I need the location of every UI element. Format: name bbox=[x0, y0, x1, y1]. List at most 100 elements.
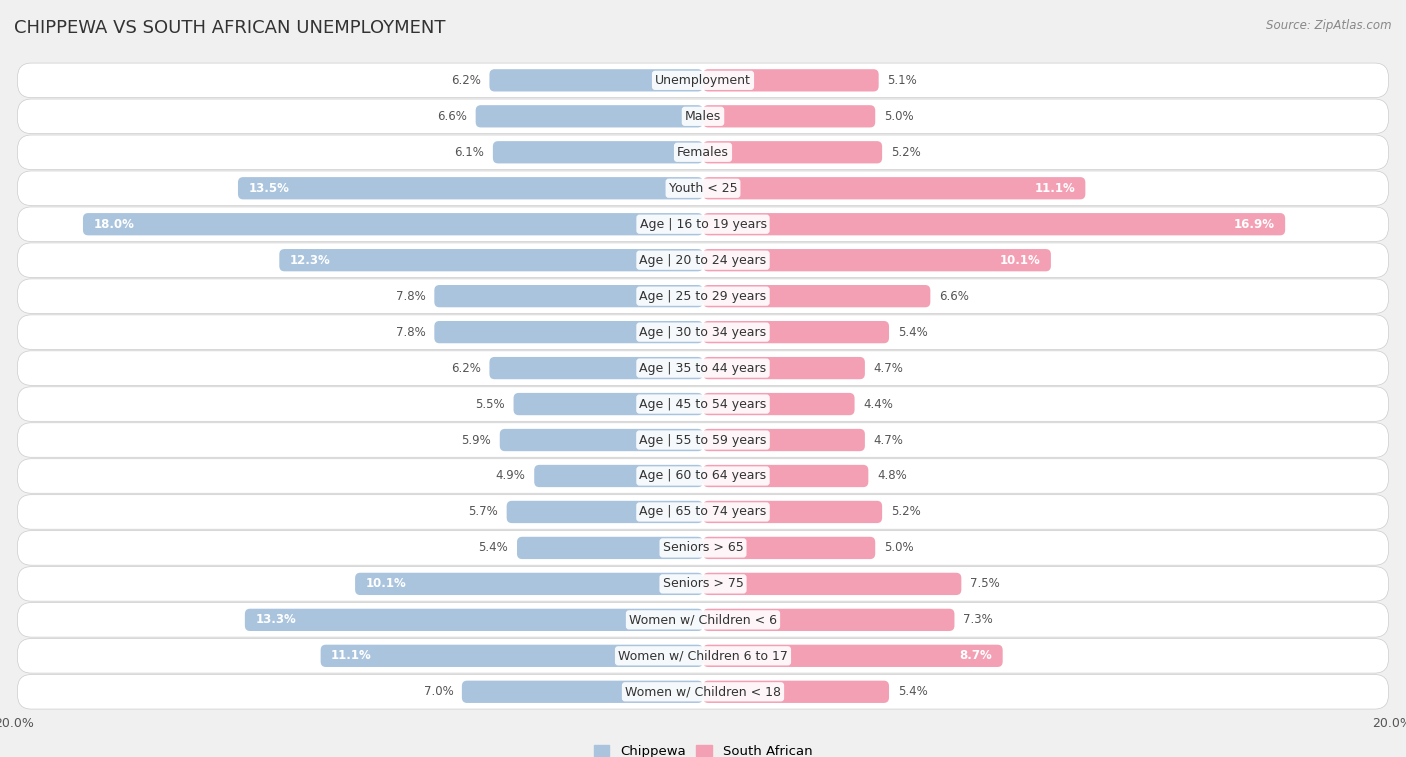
FancyBboxPatch shape bbox=[703, 141, 882, 164]
Text: 4.4%: 4.4% bbox=[863, 397, 893, 410]
FancyBboxPatch shape bbox=[17, 494, 1389, 529]
Text: 6.1%: 6.1% bbox=[454, 146, 484, 159]
Text: 4.9%: 4.9% bbox=[496, 469, 526, 482]
Text: 5.0%: 5.0% bbox=[884, 541, 914, 554]
FancyBboxPatch shape bbox=[280, 249, 703, 271]
FancyBboxPatch shape bbox=[703, 213, 1285, 235]
Text: Seniors > 65: Seniors > 65 bbox=[662, 541, 744, 554]
FancyBboxPatch shape bbox=[17, 279, 1389, 313]
FancyBboxPatch shape bbox=[17, 387, 1389, 422]
FancyBboxPatch shape bbox=[434, 321, 703, 343]
Text: Age | 30 to 34 years: Age | 30 to 34 years bbox=[640, 326, 766, 338]
FancyBboxPatch shape bbox=[489, 69, 703, 92]
FancyBboxPatch shape bbox=[506, 501, 703, 523]
FancyBboxPatch shape bbox=[17, 459, 1389, 494]
Text: CHIPPEWA VS SOUTH AFRICAN UNEMPLOYMENT: CHIPPEWA VS SOUTH AFRICAN UNEMPLOYMENT bbox=[14, 19, 446, 37]
Text: 5.4%: 5.4% bbox=[478, 541, 509, 554]
Text: 7.3%: 7.3% bbox=[963, 613, 993, 626]
Text: Source: ZipAtlas.com: Source: ZipAtlas.com bbox=[1267, 19, 1392, 32]
FancyBboxPatch shape bbox=[703, 681, 889, 703]
FancyBboxPatch shape bbox=[534, 465, 703, 488]
Text: Age | 45 to 54 years: Age | 45 to 54 years bbox=[640, 397, 766, 410]
Text: 7.5%: 7.5% bbox=[970, 578, 1000, 590]
FancyBboxPatch shape bbox=[703, 537, 875, 559]
FancyBboxPatch shape bbox=[238, 177, 703, 199]
FancyBboxPatch shape bbox=[513, 393, 703, 415]
Text: Females: Females bbox=[678, 146, 728, 159]
Text: 18.0%: 18.0% bbox=[93, 218, 134, 231]
FancyBboxPatch shape bbox=[17, 603, 1389, 637]
Text: 7.8%: 7.8% bbox=[396, 290, 426, 303]
Text: 12.3%: 12.3% bbox=[290, 254, 330, 266]
Text: Youth < 25: Youth < 25 bbox=[669, 182, 737, 195]
FancyBboxPatch shape bbox=[461, 681, 703, 703]
Text: 11.1%: 11.1% bbox=[1035, 182, 1076, 195]
FancyBboxPatch shape bbox=[703, 429, 865, 451]
FancyBboxPatch shape bbox=[356, 573, 703, 595]
FancyBboxPatch shape bbox=[703, 321, 889, 343]
Text: 6.2%: 6.2% bbox=[451, 74, 481, 87]
Text: Males: Males bbox=[685, 110, 721, 123]
Text: Age | 16 to 19 years: Age | 16 to 19 years bbox=[640, 218, 766, 231]
FancyBboxPatch shape bbox=[703, 69, 879, 92]
FancyBboxPatch shape bbox=[703, 285, 931, 307]
FancyBboxPatch shape bbox=[245, 609, 703, 631]
FancyBboxPatch shape bbox=[703, 177, 1085, 199]
FancyBboxPatch shape bbox=[17, 135, 1389, 170]
Text: 4.7%: 4.7% bbox=[873, 362, 904, 375]
FancyBboxPatch shape bbox=[17, 63, 1389, 98]
FancyBboxPatch shape bbox=[17, 422, 1389, 457]
Text: Age | 20 to 24 years: Age | 20 to 24 years bbox=[640, 254, 766, 266]
Text: Women w/ Children 6 to 17: Women w/ Children 6 to 17 bbox=[619, 650, 787, 662]
Text: 8.7%: 8.7% bbox=[960, 650, 993, 662]
Text: 6.6%: 6.6% bbox=[939, 290, 969, 303]
Text: Women w/ Children < 18: Women w/ Children < 18 bbox=[626, 685, 780, 698]
Text: Seniors > 75: Seniors > 75 bbox=[662, 578, 744, 590]
FancyBboxPatch shape bbox=[499, 429, 703, 451]
FancyBboxPatch shape bbox=[83, 213, 703, 235]
FancyBboxPatch shape bbox=[17, 639, 1389, 673]
FancyBboxPatch shape bbox=[17, 674, 1389, 709]
Text: 5.0%: 5.0% bbox=[884, 110, 914, 123]
Text: 13.5%: 13.5% bbox=[249, 182, 290, 195]
Text: Age | 35 to 44 years: Age | 35 to 44 years bbox=[640, 362, 766, 375]
FancyBboxPatch shape bbox=[494, 141, 703, 164]
Text: 6.6%: 6.6% bbox=[437, 110, 467, 123]
Legend: Chippewa, South African: Chippewa, South African bbox=[588, 740, 818, 757]
Text: Age | 55 to 59 years: Age | 55 to 59 years bbox=[640, 434, 766, 447]
Text: 16.9%: 16.9% bbox=[1234, 218, 1275, 231]
Text: Age | 60 to 64 years: Age | 60 to 64 years bbox=[640, 469, 766, 482]
FancyBboxPatch shape bbox=[703, 357, 865, 379]
FancyBboxPatch shape bbox=[434, 285, 703, 307]
Text: Age | 65 to 74 years: Age | 65 to 74 years bbox=[640, 506, 766, 519]
Text: 10.1%: 10.1% bbox=[366, 578, 406, 590]
Text: 5.4%: 5.4% bbox=[897, 326, 928, 338]
FancyBboxPatch shape bbox=[703, 249, 1050, 271]
Text: 7.0%: 7.0% bbox=[423, 685, 453, 698]
FancyBboxPatch shape bbox=[703, 645, 1002, 667]
Text: 5.2%: 5.2% bbox=[891, 146, 921, 159]
Text: 5.9%: 5.9% bbox=[461, 434, 491, 447]
Text: 4.8%: 4.8% bbox=[877, 469, 907, 482]
Text: Unemployment: Unemployment bbox=[655, 74, 751, 87]
Text: 10.1%: 10.1% bbox=[1000, 254, 1040, 266]
Text: 5.5%: 5.5% bbox=[475, 397, 505, 410]
Text: 7.8%: 7.8% bbox=[396, 326, 426, 338]
FancyBboxPatch shape bbox=[17, 207, 1389, 241]
FancyBboxPatch shape bbox=[17, 315, 1389, 350]
FancyBboxPatch shape bbox=[17, 171, 1389, 205]
FancyBboxPatch shape bbox=[321, 645, 703, 667]
Text: Women w/ Children < 6: Women w/ Children < 6 bbox=[628, 613, 778, 626]
Text: 6.2%: 6.2% bbox=[451, 362, 481, 375]
FancyBboxPatch shape bbox=[517, 537, 703, 559]
FancyBboxPatch shape bbox=[489, 357, 703, 379]
FancyBboxPatch shape bbox=[17, 350, 1389, 385]
Text: Age | 25 to 29 years: Age | 25 to 29 years bbox=[640, 290, 766, 303]
FancyBboxPatch shape bbox=[17, 531, 1389, 565]
FancyBboxPatch shape bbox=[703, 465, 869, 488]
FancyBboxPatch shape bbox=[703, 105, 875, 127]
Text: 13.3%: 13.3% bbox=[256, 613, 295, 626]
FancyBboxPatch shape bbox=[703, 609, 955, 631]
Text: 4.7%: 4.7% bbox=[873, 434, 904, 447]
FancyBboxPatch shape bbox=[703, 501, 882, 523]
